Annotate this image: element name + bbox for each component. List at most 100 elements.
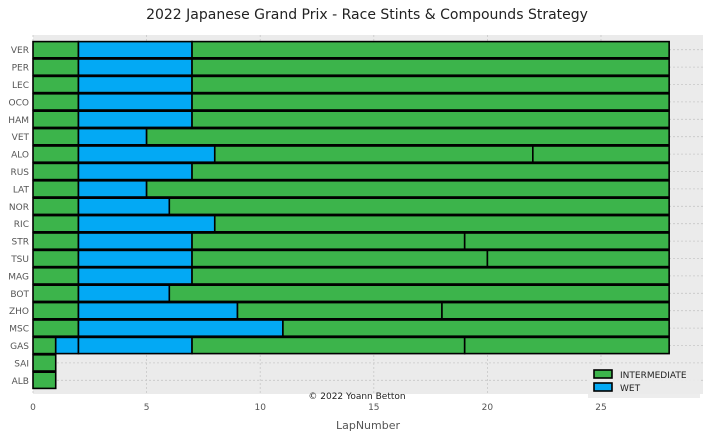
y-tick-label-zho: ZHO (9, 307, 29, 317)
stint-bar-ver-3 (191, 40, 670, 59)
y-tick-label-sai: SAI (14, 359, 29, 369)
stint-bar-nor-3 (168, 197, 670, 216)
stint-bar-per-1 (32, 58, 80, 77)
stint-bar-ric-2 (77, 214, 216, 233)
y-tick-label-ham: HAM (8, 116, 29, 126)
stint-bar-bot-2 (77, 284, 171, 303)
stint-bar-rus-2 (77, 162, 193, 181)
stint-bar-tsu-2 (77, 249, 193, 268)
y-tick-label-msc: MSC (9, 325, 29, 335)
stint-bar-ham-2 (77, 110, 193, 129)
y-tick-label-alb: ALB (12, 377, 29, 387)
stint-bar-per-2 (77, 58, 193, 77)
stint-bar-msc-2 (77, 319, 284, 338)
stint-bar-alo-3 (213, 145, 534, 164)
y-tick-label-mag: MAG (8, 272, 29, 282)
x-tick-label: 20 (482, 403, 494, 413)
stint-bar-vet-1 (32, 127, 80, 146)
y-tick-label-tsu: TSU (10, 255, 29, 265)
stint-bar-bot-1 (32, 284, 80, 303)
stint-bar-rus-3 (191, 162, 670, 181)
y-tick-label-ver: VER (11, 46, 29, 56)
legend-label-wet: WET (620, 384, 641, 394)
stint-bar-vet-3 (145, 127, 670, 146)
stint-bar-ver-2 (77, 40, 193, 59)
stint-bar-nor-1 (32, 197, 80, 216)
stint-bar-oco-2 (77, 93, 193, 111)
legend-swatch-intermediate (593, 369, 613, 379)
stint-bar-mag-3 (191, 266, 670, 285)
x-tick-label: 0 (30, 403, 36, 413)
y-tick-label-bot: BOT (10, 290, 29, 300)
stint-bar-ver-1 (32, 40, 80, 59)
stint-bar-alo-4 (532, 145, 670, 164)
stint-bar-zho-3 (236, 301, 443, 320)
bars (32, 40, 670, 390)
y-tick-label-per: PER (12, 64, 29, 74)
stint-bar-ham-1 (32, 110, 80, 129)
stint-bar-oco-1 (32, 93, 80, 111)
x-tick-label: 15 (368, 403, 379, 413)
stint-bar-str-3 (191, 232, 466, 251)
stint-bar-gas-3 (77, 336, 193, 355)
stint-bar-ric-3 (213, 214, 670, 233)
stint-bar-alo-2 (77, 145, 216, 164)
stint-bar-gas-1 (32, 336, 57, 355)
x-tick-label: 25 (595, 403, 606, 413)
y-tick-label-lec: LEC (12, 81, 29, 91)
stint-bar-zho-4 (441, 301, 670, 320)
x-tick-label: 5 (144, 403, 150, 413)
stint-bar-mag-2 (77, 266, 193, 285)
y-tick-label-gas: GAS (10, 342, 29, 352)
y-tick-label-rus: RUS (10, 168, 29, 178)
stint-bar-str-4 (463, 232, 670, 251)
stint-bar-mag-1 (32, 266, 80, 285)
stint-bar-msc-1 (32, 319, 80, 338)
legend: INTERMEDIATE WET (588, 366, 700, 398)
stint-bar-sai-1 (32, 353, 57, 372)
chart-title: 2022 Japanese Grand Prix - Race Stints &… (146, 7, 588, 23)
y-tick-label-lat: LAT (13, 185, 30, 195)
stint-bar-zho-1 (32, 301, 80, 320)
stint-bar-alo-1 (32, 145, 80, 164)
copyright-annotation: © 2022 Yoann Betton (308, 392, 405, 402)
stint-bar-alb-1 (32, 371, 57, 390)
stint-bar-gas-2 (54, 336, 80, 355)
stint-bar-ric-1 (32, 214, 80, 233)
legend-swatch-wet (593, 382, 613, 392)
stint-bar-ham-3 (191, 110, 670, 129)
stint-bar-bot-3 (168, 284, 670, 303)
stint-bar-gas-5 (463, 336, 670, 355)
stint-bar-zho-2 (77, 301, 239, 320)
stint-bar-tsu-4 (486, 249, 670, 268)
stint-bar-lat-3 (145, 180, 670, 198)
stint-bar-lec-1 (32, 75, 80, 94)
legend-label-intermediate: INTERMEDIATE (620, 371, 687, 381)
stint-bar-lat-1 (32, 180, 80, 198)
y-tick-label-oco: OCO (9, 98, 29, 108)
y-tick-label-str: STR (12, 238, 29, 248)
x-axis-label: LapNumber (336, 419, 401, 432)
y-tick-label-nor: NOR (9, 203, 29, 213)
stint-bar-tsu-3 (191, 249, 489, 268)
stint-bar-lat-2 (77, 180, 148, 198)
y-tick-label-ric: RIC (14, 220, 29, 230)
x-tick-label: 10 (254, 403, 266, 413)
y-tick-label-vet: VET (12, 133, 30, 143)
stint-bar-per-3 (191, 58, 670, 77)
y-tick-label-alo: ALO (11, 151, 29, 161)
stint-bar-oco-3 (191, 93, 670, 111)
x-tick-labels: 0 5 10 15 20 25 (30, 403, 607, 413)
stint-bar-lec-2 (77, 75, 193, 94)
stint-bar-str-2 (77, 232, 193, 251)
stint-bar-rus-1 (32, 162, 80, 181)
stint-bar-nor-2 (77, 197, 171, 216)
stint-bar-vet-2 (77, 127, 148, 146)
y-tick-labels: VER PER LEC OCO HAM VET ALO RUS LAT NOR RIC STR TSU M… (8, 46, 29, 387)
stint-bar-msc-3 (282, 319, 670, 338)
stint-bar-str-1 (32, 232, 80, 251)
stint-bar-lec-3 (191, 75, 670, 94)
stint-bar-gas-4 (191, 336, 466, 355)
